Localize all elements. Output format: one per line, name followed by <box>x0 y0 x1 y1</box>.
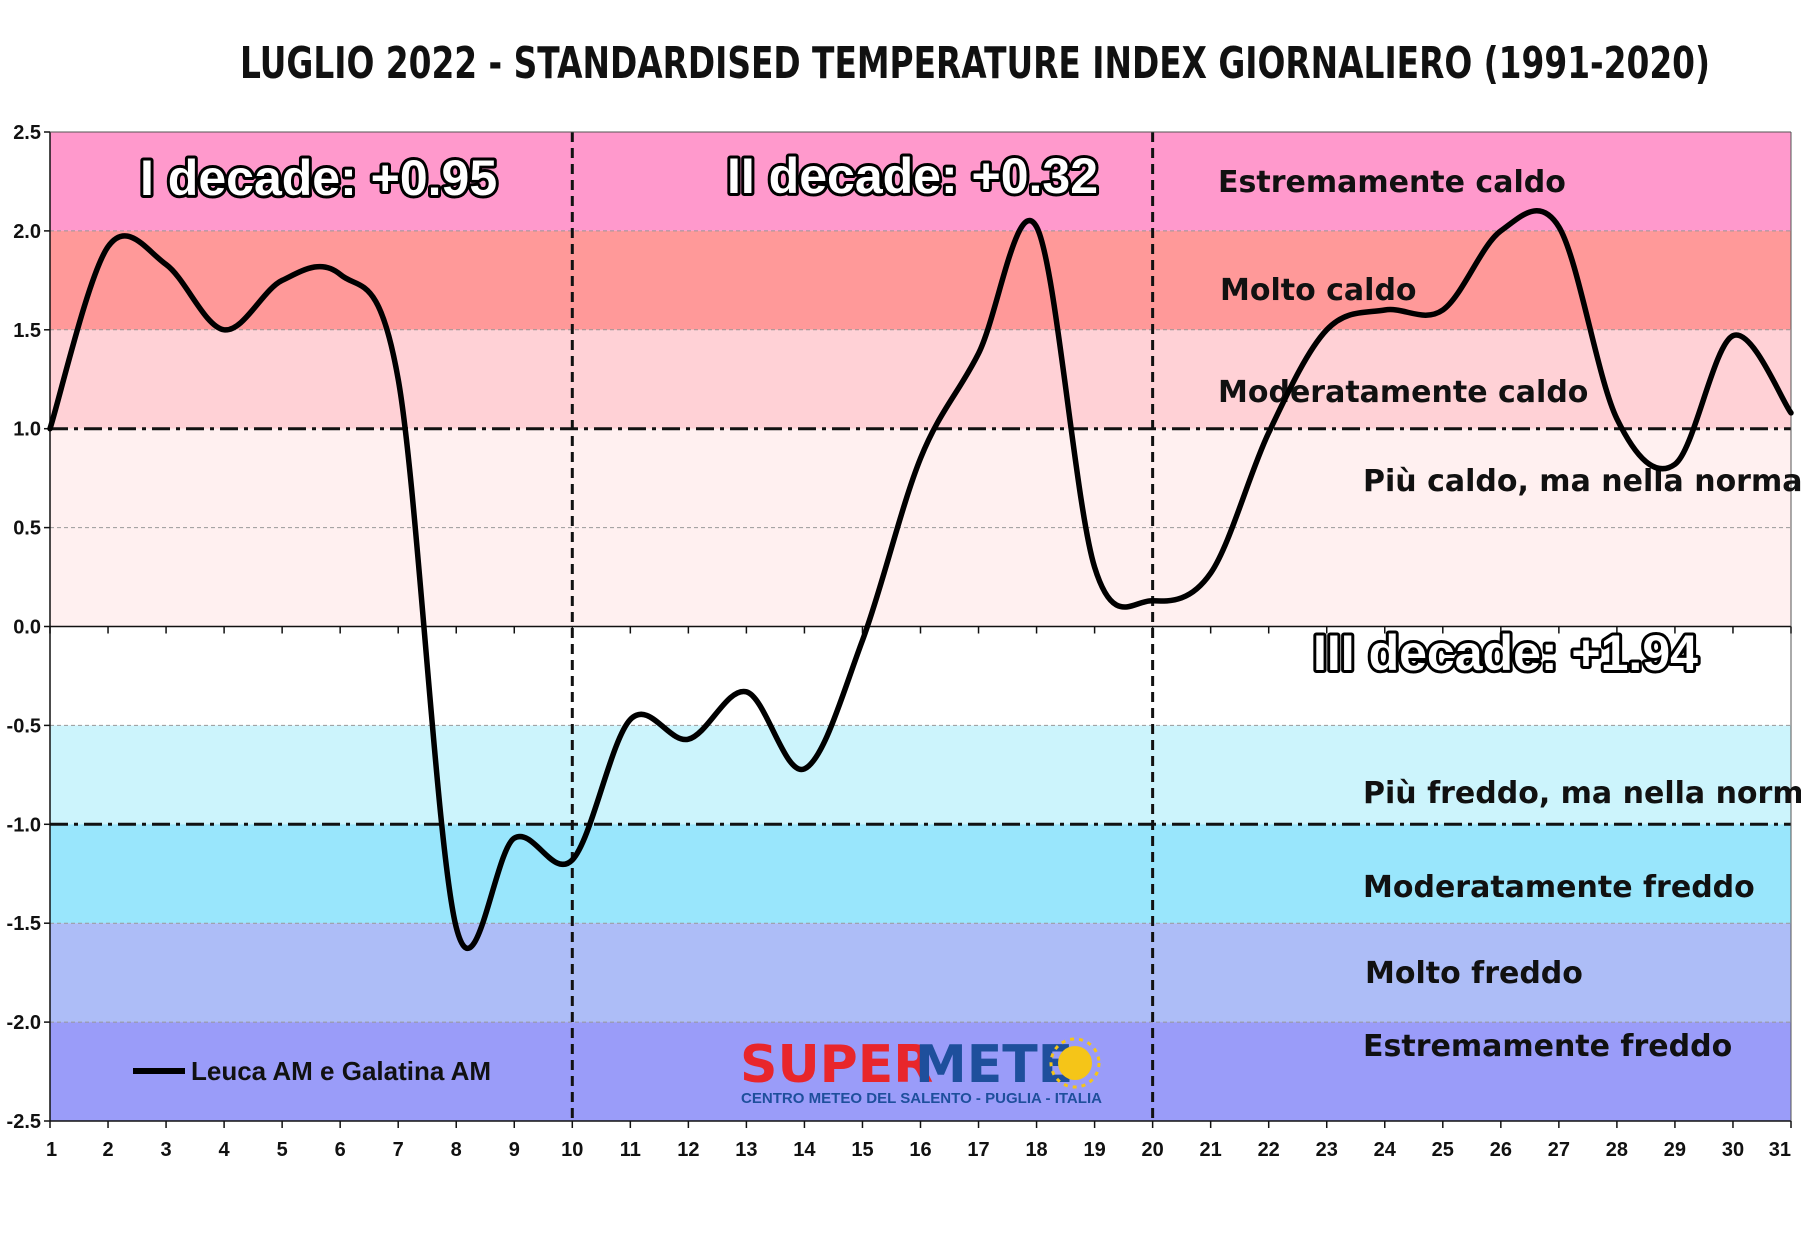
logo-brand-meteo: METE <box>915 1035 1073 1095</box>
y-tick-label: -1.5 <box>7 913 41 935</box>
x-tick-label: 31 <box>1769 1139 1791 1161</box>
chart-title: LUGLIO 2022 - STANDARDISED TEMPERATURE I… <box>240 38 1710 89</box>
y-tick-label: 1.5 <box>13 320 41 342</box>
legend: Leuca AM e Galatina AM <box>133 1056 491 1086</box>
y-tick-label: -2.0 <box>7 1012 41 1034</box>
y-tick-label: -2.5 <box>7 1111 41 1133</box>
band-labels: Estremamente caldo Molto caldo Moderatamen… <box>1218 165 1801 1064</box>
band-label-4: Più freddo, ma nella norma <box>1363 776 1801 811</box>
band-label-6: Molto freddo <box>1365 956 1583 991</box>
series-lines <box>47 208 1794 951</box>
decade-dividers <box>570 132 1155 1121</box>
x-tick-label: 3 <box>161 1139 172 1161</box>
x-tick-label: 24 <box>1374 1139 1397 1161</box>
band-label-0: Estremamente caldo <box>1218 165 1566 200</box>
band-4 <box>50 725 1791 825</box>
x-tick-label: 2 <box>102 1139 113 1161</box>
band-label-5: Moderatamente freddo <box>1363 870 1755 905</box>
x-tick-label: 20 <box>1142 1139 1164 1161</box>
band-label-7: Estremamente freddo <box>1363 1029 1732 1064</box>
y-tick-label: 2.5 <box>13 122 41 144</box>
x-tick-label: 22 <box>1258 1139 1280 1161</box>
logo-tagline: CENTRO METEO DEL SALENTO - PUGLIA - ITAL… <box>741 1090 1102 1107</box>
x-tick-label: 13 <box>735 1139 757 1161</box>
decade-annotations: I decade: +0.95 II decade: +0.32 III decad… <box>137 145 1701 684</box>
x-tick-label: 11 <box>620 1139 641 1161</box>
x-tick-label: 16 <box>909 1139 931 1161</box>
x-tick-label: 7 <box>393 1139 404 1161</box>
y-tick-label: -1.0 <box>7 814 41 836</box>
x-tick-label: 28 <box>1606 1139 1628 1161</box>
decade-annotation-1: I decade: +0.95 <box>140 150 497 206</box>
x-tick-label: 15 <box>851 1139 873 1161</box>
y-tick-label: 1.0 <box>13 419 41 441</box>
x-tick-label: 18 <box>1025 1139 1047 1161</box>
y-tick-label: 0.0 <box>13 617 41 639</box>
legend-entry-label: Leuca AM e Galatina AM <box>191 1056 491 1086</box>
band-7 <box>50 1022 1791 1121</box>
x-tick-label: 6 <box>335 1139 346 1161</box>
supermeteo-logo: SUPER METE CENTRO METEO DEL SALENTO - PU… <box>740 1035 1102 1107</box>
decade-annotation-3: III decade: +1.94 <box>1313 625 1698 681</box>
x-tick-label: 29 <box>1664 1139 1686 1161</box>
band-5 <box>50 824 1791 924</box>
grid-lines <box>50 230 1791 1023</box>
axes <box>44 131 1792 1128</box>
x-tick-label: 26 <box>1490 1139 1512 1161</box>
decade-annotation-2: II decade: +0.32 <box>727 148 1098 204</box>
band-label-1: Molto caldo <box>1220 273 1417 308</box>
x-tick-label: 21 <box>1200 1139 1222 1161</box>
x-tick-label: 1 <box>46 1139 57 1161</box>
y-tick-label: 2.0 <box>13 221 41 243</box>
band-6 <box>50 923 1791 1023</box>
x-tick-label: 12 <box>677 1139 699 1161</box>
band-label-3: Più caldo, ma nella norma <box>1363 464 1801 499</box>
x-tick-label: 9 <box>509 1139 520 1161</box>
y-tick-label: 0.5 <box>13 518 41 540</box>
x-tick-label: 23 <box>1316 1139 1338 1161</box>
y-tick-label: -0.5 <box>7 715 41 737</box>
y-tick-labels: 2.5 2.0 1.5 1.0 0.5 0.0 -0.5 -1.0 -1.5 -2.0 -2.5 <box>7 122 41 1133</box>
logo-brand-super: SUPER <box>740 1035 933 1095</box>
x-tick-labels: 1 2 3 4 5 6 7 8 9 10 11 12 13 14 15 16 17 18 19 20 21 22 23 24 2… <box>46 1139 1791 1161</box>
x-tick-label: 25 <box>1432 1139 1454 1161</box>
series-line-0 <box>47 208 1794 951</box>
x-tick-label: 30 <box>1722 1139 1744 1161</box>
x-tick-label: 27 <box>1548 1139 1570 1161</box>
band-label-2: Moderatamente caldo <box>1218 375 1588 410</box>
x-tick-label: 19 <box>1083 1139 1105 1161</box>
x-tick-label: 10 <box>561 1139 583 1161</box>
band-2 <box>50 329 1791 429</box>
sun-icon <box>1049 1037 1101 1089</box>
x-tick-label: 17 <box>967 1139 989 1161</box>
x-tick-label: 14 <box>793 1139 816 1161</box>
band-0 <box>50 132 1791 231</box>
x-tick-label: 8 <box>451 1139 462 1161</box>
x-tick-label: 5 <box>277 1139 288 1161</box>
band-1 <box>50 230 1791 330</box>
x-tick-label: 4 <box>219 1139 231 1161</box>
